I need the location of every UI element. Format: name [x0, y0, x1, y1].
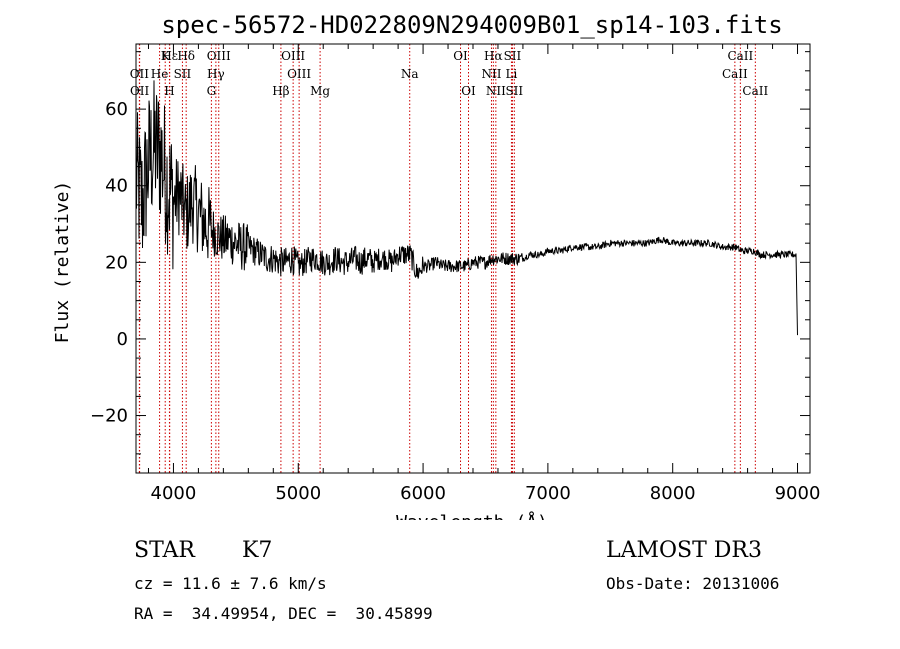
x-tick-label: 8000	[650, 483, 696, 504]
line-marker-label: He	[151, 67, 169, 81]
line-marker-label: OI	[461, 84, 476, 98]
y-tick-label: −20	[90, 406, 128, 427]
line-marker-label: CaII	[727, 49, 753, 63]
redshift-text: cz = 11.6 ± 7.6 km/s	[134, 574, 327, 593]
line-marker-label: CaII	[742, 84, 768, 98]
y-tick-label: 0	[117, 329, 128, 350]
line-marker-label: H	[164, 84, 174, 98]
y-tick-label: 20	[105, 252, 128, 273]
line-marker-label: Hβ	[272, 84, 289, 98]
line-marker-label: K	[161, 49, 171, 63]
x-tick-label: 6000	[400, 483, 446, 504]
x-axis-label: Wavelength (Å)	[396, 511, 548, 520]
obs-date-text: Obs-Date: 20131006	[606, 574, 780, 593]
survey-name: LAMOST DR3	[606, 538, 762, 563]
line-marker-label: CaII	[722, 67, 748, 81]
x-tick-label: 4000	[151, 483, 197, 504]
y-axis: −20 0 20 40 60	[90, 51, 810, 455]
line-marker-label: OII	[130, 67, 150, 81]
line-marker-label: Na	[401, 67, 419, 81]
line-marker-label: OIII	[281, 49, 305, 63]
y-tick-label: 40	[105, 176, 128, 197]
plot-frame	[135, 43, 811, 474]
line-marker-label: OII	[130, 84, 150, 98]
line-marker-label: Hα	[484, 49, 503, 63]
spectral-subclass: K7	[242, 538, 273, 563]
line-marker-label: NII	[486, 84, 506, 98]
line-marker-label: Hδ	[177, 49, 195, 63]
object-class: STAR	[134, 538, 195, 563]
x-tick-label: 9000	[775, 483, 821, 504]
line-marker-label: Li	[506, 67, 518, 81]
x-tick-label: 7000	[525, 483, 571, 504]
line-marker-label: SII	[505, 84, 523, 98]
spectrum-line	[135, 80, 798, 336]
x-axis: 4000 5000 6000 7000 8000 9000	[147, 44, 821, 504]
radec-text: RA = 34.49954, DEC = 30.45899	[134, 604, 433, 623]
chart-title: spec-56572-HD022809N294009B01_sp14-103.f…	[161, 11, 782, 39]
y-tick-label: 60	[105, 99, 128, 120]
line-marker-label: G	[207, 84, 217, 98]
line-marker-label: Mg	[310, 84, 330, 98]
x-tick-label: 5000	[275, 483, 321, 504]
line-marker-label: OI	[453, 49, 468, 63]
line-marker-label: OIII	[207, 49, 231, 63]
spectrum-chart: spec-56572-HD022809N294009B01_sp14-103.f…	[52, 11, 821, 520]
line-marker-label: Hγ	[207, 67, 225, 81]
line-marker-label: SII	[504, 49, 522, 63]
line-marker-label: SII	[174, 67, 192, 81]
line-marker-label: NII	[481, 67, 501, 81]
line-marker-label: OIII	[287, 67, 311, 81]
y-axis-label: Flux (relative)	[52, 181, 73, 344]
